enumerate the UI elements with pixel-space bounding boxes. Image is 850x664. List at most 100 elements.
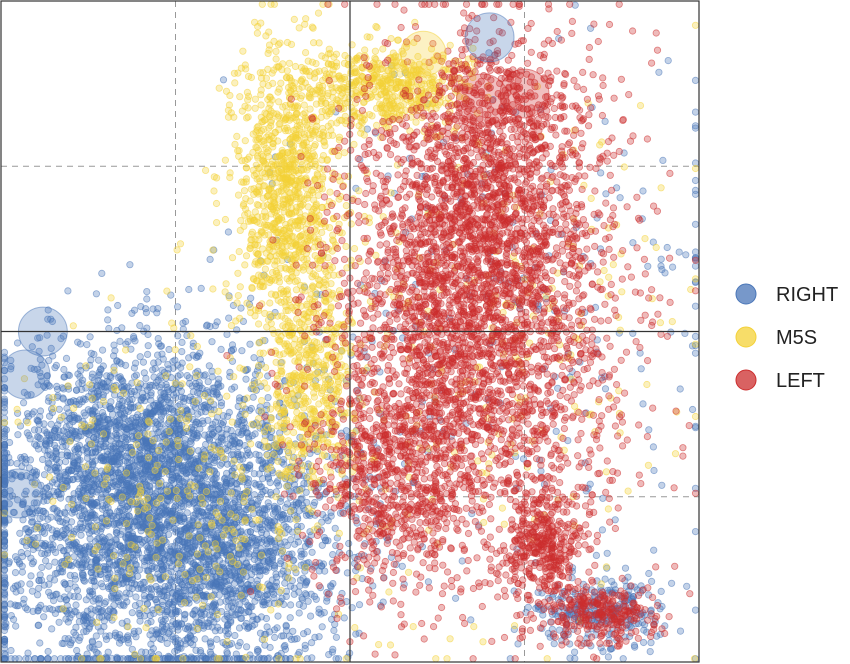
point bbox=[167, 576, 175, 584]
point bbox=[0, 655, 9, 663]
point bbox=[80, 556, 88, 564]
point bbox=[77, 432, 85, 440]
point bbox=[134, 627, 143, 635]
point bbox=[117, 504, 125, 512]
point bbox=[77, 519, 85, 528]
point bbox=[201, 431, 209, 439]
point bbox=[299, 602, 307, 610]
point bbox=[167, 622, 175, 630]
point bbox=[45, 588, 53, 596]
point bbox=[199, 582, 207, 590]
point bbox=[255, 451, 263, 459]
point bbox=[162, 407, 170, 415]
point bbox=[164, 360, 172, 369]
point bbox=[178, 464, 187, 473]
point bbox=[22, 655, 30, 663]
point bbox=[311, 498, 319, 507]
point bbox=[571, 654, 579, 663]
point bbox=[257, 528, 266, 537]
point bbox=[220, 587, 229, 596]
point bbox=[0, 601, 9, 609]
point bbox=[53, 590, 61, 598]
point bbox=[166, 584, 174, 592]
point bbox=[74, 593, 83, 601]
point bbox=[205, 362, 213, 370]
point bbox=[176, 371, 184, 379]
point bbox=[225, 408, 233, 416]
point bbox=[164, 652, 172, 661]
point bbox=[621, 564, 630, 572]
point bbox=[603, 549, 611, 557]
point bbox=[338, 589, 346, 598]
point bbox=[667, 579, 676, 587]
point bbox=[160, 511, 168, 519]
point bbox=[270, 564, 279, 572]
point bbox=[65, 371, 74, 380]
point bbox=[72, 601, 80, 609]
point bbox=[81, 411, 89, 419]
point bbox=[311, 633, 319, 642]
point bbox=[18, 562, 26, 570]
point bbox=[7, 646, 15, 655]
point bbox=[225, 567, 233, 576]
point bbox=[253, 576, 261, 585]
point bbox=[675, 248, 683, 256]
point bbox=[201, 523, 209, 531]
point bbox=[174, 332, 182, 340]
point bbox=[99, 346, 107, 354]
point bbox=[398, 562, 406, 570]
point bbox=[83, 454, 92, 462]
point bbox=[458, 557, 466, 565]
point bbox=[48, 526, 56, 534]
point bbox=[211, 474, 219, 482]
point bbox=[0, 635, 9, 643]
point bbox=[73, 646, 81, 655]
point bbox=[130, 364, 138, 372]
point bbox=[118, 574, 126, 583]
point bbox=[190, 542, 198, 551]
point bbox=[13, 602, 21, 610]
point bbox=[37, 576, 46, 584]
point bbox=[245, 543, 253, 552]
point bbox=[83, 655, 92, 663]
point bbox=[204, 622, 212, 631]
point bbox=[197, 284, 205, 292]
point bbox=[34, 426, 43, 434]
point bbox=[269, 590, 278, 598]
point bbox=[43, 484, 51, 492]
point bbox=[261, 517, 270, 525]
point bbox=[136, 353, 144, 361]
point bbox=[303, 628, 312, 636]
point bbox=[592, 551, 601, 560]
point bbox=[154, 351, 162, 359]
point bbox=[147, 389, 155, 397]
scatter-points bbox=[0, 0, 700, 663]
point bbox=[74, 370, 82, 378]
point bbox=[296, 582, 304, 590]
point bbox=[0, 460, 9, 468]
point bbox=[149, 305, 157, 313]
point bbox=[35, 584, 43, 592]
point bbox=[209, 420, 217, 429]
point bbox=[655, 68, 663, 76]
point bbox=[185, 468, 193, 476]
point bbox=[303, 655, 311, 663]
point bbox=[608, 577, 616, 586]
point bbox=[306, 612, 315, 620]
point bbox=[0, 583, 9, 592]
point bbox=[44, 447, 52, 455]
point bbox=[95, 372, 103, 380]
point bbox=[272, 578, 280, 586]
point bbox=[261, 641, 269, 649]
point bbox=[100, 412, 108, 420]
point bbox=[60, 593, 68, 601]
point bbox=[223, 612, 231, 620]
point bbox=[33, 591, 42, 599]
point bbox=[116, 518, 124, 526]
point bbox=[71, 540, 79, 549]
point bbox=[228, 341, 237, 349]
point bbox=[319, 560, 328, 568]
point bbox=[96, 452, 104, 460]
point bbox=[110, 341, 118, 349]
point bbox=[179, 513, 187, 521]
